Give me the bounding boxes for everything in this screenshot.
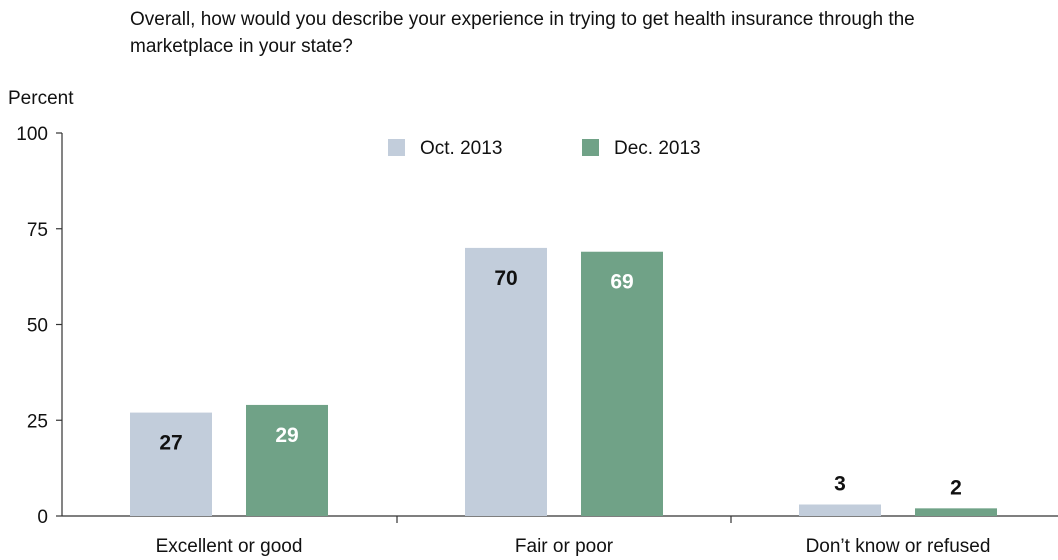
- y-tick-label: 75: [27, 220, 48, 241]
- bar-value-label: 2: [950, 476, 962, 499]
- bar: [799, 504, 881, 516]
- bar: [915, 508, 997, 516]
- y-axis-label: Percent: [8, 88, 74, 109]
- legend-swatch: [582, 139, 599, 156]
- chart-title: Overall, how would you describe your exp…: [130, 9, 915, 57]
- bar-value-label: 29: [275, 424, 298, 447]
- y-tick-label: 100: [16, 124, 48, 145]
- x-tick-label: Fair or poor: [515, 536, 614, 557]
- bar-value-label: 69: [610, 271, 633, 294]
- y-tick-label: 25: [27, 411, 48, 432]
- legend-swatch: [388, 139, 405, 156]
- bar: [465, 247, 547, 516]
- y-tick-label: 50: [27, 316, 48, 337]
- bar-value-label: 70: [494, 267, 517, 290]
- y-tick-label: 0: [37, 507, 48, 528]
- bar: [581, 251, 663, 517]
- legend-label: Oct. 2013: [420, 138, 502, 159]
- bar: [246, 404, 328, 516]
- x-tick-label: Don’t know or refused: [806, 536, 991, 557]
- x-tick-label: Excellent or good: [156, 536, 303, 557]
- bar-value-label: 27: [159, 432, 182, 455]
- legend-label: Dec. 2013: [614, 138, 701, 159]
- bar-value-label: 3: [834, 473, 846, 496]
- bar: [130, 412, 212, 516]
